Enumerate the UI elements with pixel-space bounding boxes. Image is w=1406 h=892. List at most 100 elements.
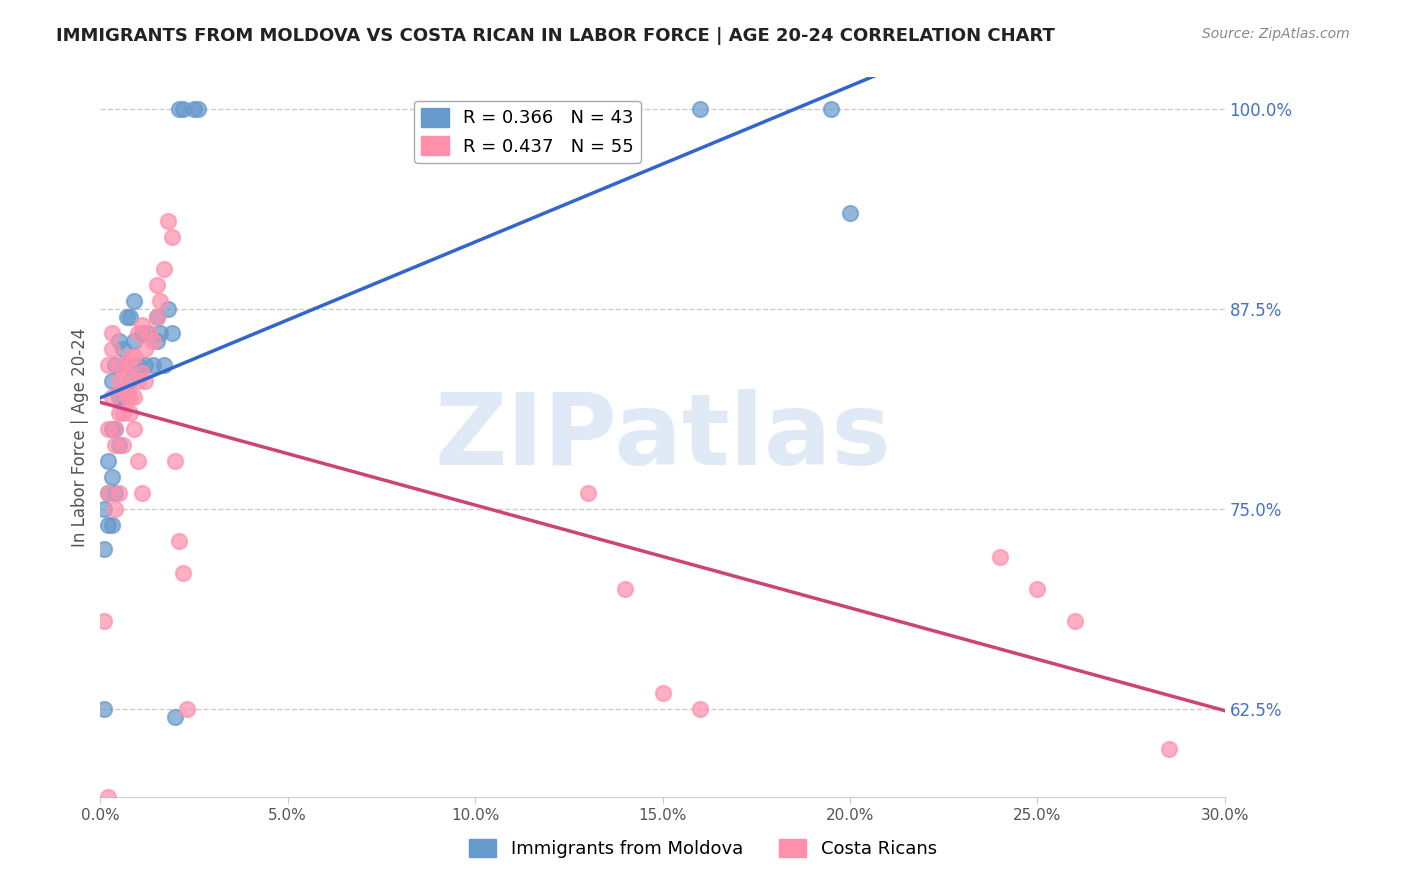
- Immigrants from Moldova: [160, 326, 183, 341]
- Immigrants from Moldova: [93, 541, 115, 556]
- Costa Ricans: [120, 406, 142, 420]
- Immigrants from Moldova: [104, 422, 127, 436]
- Legend: Immigrants from Moldova, Costa Ricans: Immigrants from Moldova, Costa Ricans: [463, 831, 943, 865]
- Costa Ricans: [172, 566, 194, 580]
- Costa Ricans: [134, 342, 156, 356]
- Text: Source: ZipAtlas.com: Source: ZipAtlas.com: [1202, 27, 1350, 41]
- Costa Ricans: [100, 390, 122, 404]
- Immigrants from Moldova: [111, 390, 134, 404]
- Costa Ricans: [614, 582, 637, 596]
- Costa Ricans: [127, 326, 149, 341]
- Costa Ricans: [689, 702, 711, 716]
- Costa Ricans: [167, 533, 190, 548]
- Costa Ricans: [1157, 741, 1180, 756]
- Legend: R = 0.366   N = 43, R = 0.437   N = 55: R = 0.366 N = 43, R = 0.437 N = 55: [415, 101, 641, 163]
- Costa Ricans: [988, 549, 1011, 564]
- Immigrants from Moldova: [115, 358, 138, 372]
- Costa Ricans: [153, 262, 176, 277]
- Immigrants from Moldova: [134, 358, 156, 372]
- Immigrants from Moldova: [108, 390, 131, 404]
- Immigrants from Moldova: [156, 302, 179, 317]
- Costa Ricans: [1026, 582, 1049, 596]
- Costa Ricans: [100, 326, 122, 341]
- Immigrants from Moldova: [165, 710, 187, 724]
- Costa Ricans: [131, 486, 153, 500]
- Immigrants from Moldova: [127, 358, 149, 372]
- Costa Ricans: [111, 406, 134, 420]
- Costa Ricans: [176, 702, 198, 716]
- Costa Ricans: [138, 326, 160, 341]
- Costa Ricans: [115, 390, 138, 404]
- Immigrants from Moldova: [145, 334, 167, 348]
- Immigrants from Moldova: [120, 310, 142, 325]
- Costa Ricans: [165, 454, 187, 468]
- Costa Ricans: [122, 350, 145, 364]
- Costa Ricans: [131, 318, 153, 333]
- Immigrants from Moldova: [820, 103, 842, 117]
- Costa Ricans: [115, 358, 138, 372]
- Costa Ricans: [156, 214, 179, 228]
- Costa Ricans: [131, 366, 153, 380]
- Immigrants from Moldova: [183, 103, 205, 117]
- Costa Ricans: [93, 614, 115, 628]
- Immigrants from Moldova: [122, 294, 145, 309]
- Costa Ricans: [122, 390, 145, 404]
- Immigrants from Moldova: [167, 103, 190, 117]
- Costa Ricans: [111, 382, 134, 396]
- Costa Ricans: [145, 278, 167, 293]
- Immigrants from Moldova: [120, 374, 142, 388]
- Costa Ricans: [108, 358, 131, 372]
- Immigrants from Moldova: [97, 518, 120, 533]
- Costa Ricans: [104, 422, 127, 436]
- Immigrants from Moldova: [108, 334, 131, 348]
- Costa Ricans: [1063, 614, 1085, 628]
- Costa Ricans: [149, 294, 172, 309]
- Text: ZIPatlas: ZIPatlas: [434, 389, 891, 485]
- Costa Ricans: [97, 422, 120, 436]
- Costa Ricans: [127, 374, 149, 388]
- Costa Ricans: [97, 486, 120, 500]
- Costa Ricans: [104, 438, 127, 452]
- Immigrants from Moldova: [100, 470, 122, 484]
- Immigrants from Moldova: [100, 518, 122, 533]
- Costa Ricans: [104, 502, 127, 516]
- Immigrants from Moldova: [104, 358, 127, 372]
- Immigrants from Moldova: [138, 326, 160, 341]
- Immigrants from Moldova: [104, 486, 127, 500]
- Immigrants from Moldova: [172, 103, 194, 117]
- Costa Ricans: [145, 310, 167, 325]
- Costa Ricans: [160, 230, 183, 244]
- Immigrants from Moldova: [131, 326, 153, 341]
- Text: IMMIGRANTS FROM MOLDOVA VS COSTA RICAN IN LABOR FORCE | AGE 20-24 CORRELATION CH: IMMIGRANTS FROM MOLDOVA VS COSTA RICAN I…: [56, 27, 1054, 45]
- Immigrants from Moldova: [153, 358, 176, 372]
- Costa Ricans: [576, 486, 599, 500]
- Immigrants from Moldova: [839, 206, 862, 220]
- Immigrants from Moldova: [149, 326, 172, 341]
- Costa Ricans: [127, 454, 149, 468]
- Immigrants from Moldova: [115, 310, 138, 325]
- Immigrants from Moldova: [97, 486, 120, 500]
- Immigrants from Moldova: [122, 334, 145, 348]
- Costa Ricans: [120, 390, 142, 404]
- Costa Ricans: [108, 486, 131, 500]
- Costa Ricans: [142, 334, 165, 348]
- Costa Ricans: [115, 366, 138, 380]
- Costa Ricans: [122, 422, 145, 436]
- Immigrants from Moldova: [100, 374, 122, 388]
- Costa Ricans: [111, 438, 134, 452]
- Immigrants from Moldova: [108, 438, 131, 452]
- Immigrants from Moldova: [97, 454, 120, 468]
- Immigrants from Moldova: [93, 502, 115, 516]
- Immigrants from Moldova: [100, 422, 122, 436]
- Costa Ricans: [97, 358, 120, 372]
- Immigrants from Moldova: [142, 358, 165, 372]
- Immigrants from Moldova: [93, 702, 115, 716]
- Costa Ricans: [651, 686, 673, 700]
- Costa Ricans: [134, 374, 156, 388]
- Y-axis label: In Labor Force | Age 20-24: In Labor Force | Age 20-24: [72, 327, 89, 547]
- Immigrants from Moldova: [689, 103, 711, 117]
- Immigrants from Moldova: [187, 103, 209, 117]
- Costa Ricans: [108, 406, 131, 420]
- Costa Ricans: [100, 342, 122, 356]
- Costa Ricans: [97, 789, 120, 804]
